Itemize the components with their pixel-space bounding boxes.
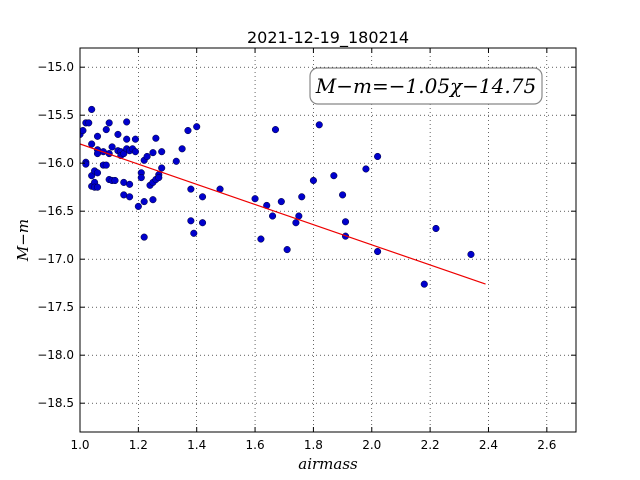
data-point <box>374 247 382 256</box>
data-point <box>187 217 195 225</box>
x-tick-label: 1.8 <box>304 438 323 452</box>
x-tick-label: 2.6 <box>537 438 556 452</box>
plot-data <box>80 105 486 288</box>
data-point <box>158 148 166 156</box>
y-tick-label: −17.5 <box>37 300 74 314</box>
data-point <box>137 174 145 182</box>
data-point <box>93 132 102 140</box>
data-point <box>80 127 87 135</box>
chart-title: 2021-12-19_180214 <box>247 28 409 48</box>
data-point <box>298 193 306 201</box>
data-point <box>85 119 93 127</box>
data-point <box>187 185 195 193</box>
data-point <box>88 140 96 148</box>
data-point <box>102 126 110 134</box>
fit-annotation-box <box>309 67 543 105</box>
x-tick-label: 2.0 <box>362 438 381 452</box>
data-point <box>315 121 323 129</box>
fit-equation: M−m=−1.05χ−14.75 <box>315 74 536 98</box>
y-tick-label: −16.5 <box>37 204 74 218</box>
x-tick-label: 1.0 <box>70 438 89 452</box>
data-point <box>251 195 259 203</box>
y-tick-label: −18.5 <box>37 396 74 410</box>
data-point <box>330 172 338 180</box>
fit-annotation: M−m=−1.05χ−14.75 <box>309 67 543 105</box>
data-point <box>108 143 116 151</box>
data-point <box>105 119 113 127</box>
data-point <box>158 164 166 172</box>
y-tick-label: −15.0 <box>37 60 74 74</box>
data-points <box>80 105 475 288</box>
y-axis-label: M−m <box>14 219 32 262</box>
data-point <box>269 212 277 220</box>
data-point <box>114 130 122 138</box>
data-point <box>123 135 131 143</box>
data-point <box>111 176 119 185</box>
data-point <box>271 126 280 134</box>
data-point <box>140 233 148 241</box>
data-point <box>190 229 198 237</box>
data-point <box>341 218 350 226</box>
data-point <box>198 193 207 201</box>
data-point <box>155 174 163 182</box>
data-point <box>277 198 285 206</box>
data-point <box>149 196 157 204</box>
data-point <box>339 191 347 199</box>
data-point <box>292 219 300 227</box>
y-tick-label: −17.0 <box>37 252 74 266</box>
y-tick-labels: −15.0 −15.5 −16.0 −16.5 −17.0 −17.5 −18.0 −18.5 <box>37 60 74 410</box>
data-point <box>257 235 265 243</box>
data-point <box>93 183 102 191</box>
data-point <box>178 145 186 153</box>
x-tick-label: 1.4 <box>187 438 206 452</box>
data-point <box>172 157 180 165</box>
data-point <box>149 149 157 157</box>
data-point <box>420 280 428 288</box>
data-point <box>134 202 142 210</box>
tick-marks <box>79 48 576 432</box>
data-point <box>184 127 192 135</box>
x-tick-label: 1.2 <box>129 438 148 452</box>
plot-frame <box>79 47 577 433</box>
data-point <box>362 165 370 173</box>
data-point <box>140 198 148 206</box>
y-tick-label: −18.0 <box>37 348 74 362</box>
data-point <box>88 105 96 113</box>
data-point <box>102 161 110 169</box>
data-point <box>123 118 131 126</box>
x-tick-labels: 1.0 1.2 1.4 1.6 1.8 2.0 2.2 2.4 2.6 <box>70 438 556 452</box>
data-point <box>374 152 382 161</box>
x-axis-label: airmass <box>298 455 358 473</box>
data-point <box>432 224 440 233</box>
x-tick-label: 2.2 <box>421 438 440 452</box>
data-point <box>467 250 475 258</box>
data-point <box>126 193 134 201</box>
data-point <box>82 160 90 168</box>
data-point <box>143 152 151 161</box>
data-point <box>193 123 201 131</box>
data-point <box>152 134 160 142</box>
grid-lines <box>80 48 576 432</box>
data-point <box>131 148 139 156</box>
y-tick-label: −16.0 <box>37 156 74 170</box>
fit-line <box>80 143 486 285</box>
data-point <box>93 169 102 177</box>
data-point <box>309 176 317 185</box>
x-tick-label: 2.4 <box>479 438 498 452</box>
data-point <box>131 135 139 143</box>
data-point <box>198 219 207 227</box>
x-tick-label: 1.6 <box>246 438 265 452</box>
data-point <box>283 246 291 254</box>
y-tick-label: −15.5 <box>37 108 74 122</box>
data-point <box>126 180 134 188</box>
